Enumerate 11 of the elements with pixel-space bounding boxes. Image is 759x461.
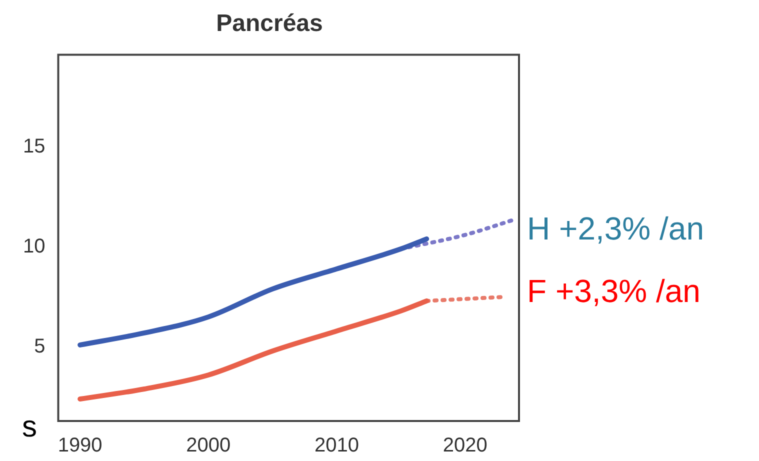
chart-title: Pancréas — [216, 10, 323, 38]
y-tick-label: 10 — [22, 235, 46, 258]
x-tick-label: 2000 — [186, 434, 231, 457]
text: H +2,3% /an — [527, 210, 704, 247]
y-tick-label: 15 — [22, 135, 46, 158]
text: F +3,3% /an — [527, 272, 700, 309]
x-tick-label: 2020 — [442, 434, 488, 457]
x-tick-label: 1990 — [58, 434, 102, 457]
text: s — [22, 410, 37, 444]
y-tick-label: 5 — [34, 335, 46, 358]
x-tick-label: 2010 — [314, 434, 359, 457]
